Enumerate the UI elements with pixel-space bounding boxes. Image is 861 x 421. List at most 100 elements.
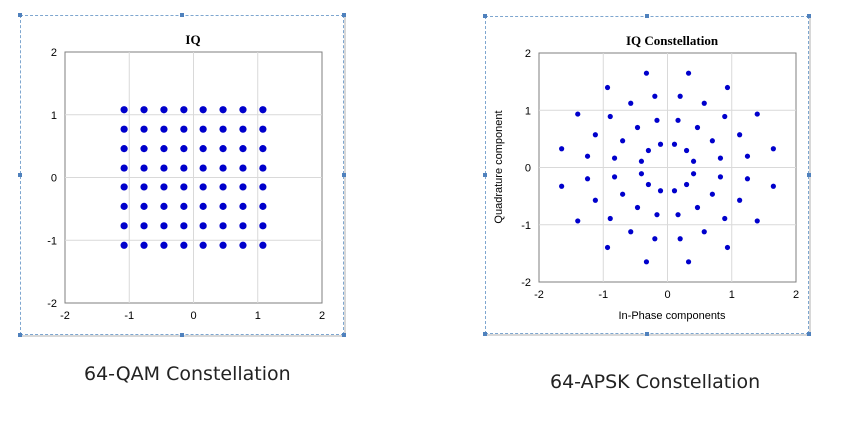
qam-data-point — [239, 164, 247, 172]
qam-data-point — [140, 164, 148, 172]
qam-data-point — [219, 125, 227, 133]
qam-data-point — [120, 222, 128, 230]
apsk-data-point — [638, 171, 645, 177]
qam-data-point — [120, 125, 128, 133]
qam-data-point — [140, 106, 148, 114]
apsk-data-point — [737, 132, 743, 138]
qam-data-point — [199, 125, 207, 133]
apsk-points — [559, 70, 776, 265]
qam-y-tick-label: 0 — [51, 173, 57, 185]
qam-data-point — [259, 145, 267, 153]
qam-data-point — [120, 106, 128, 114]
apsk-tick-labels: -2 -1 0 1 2 -2 -1 0 1 2 — [521, 48, 799, 301]
apsk-data-point — [620, 191, 626, 197]
qam-data-point — [180, 202, 188, 210]
apsk-data-point — [675, 212, 681, 218]
qam-data-point — [160, 164, 168, 172]
apsk-constellation-chart: IQ Constellation -2 -1 0 1 2 -2 -1 0 1 2 In-Phase… — [493, 33, 799, 322]
qam-points — [120, 106, 267, 249]
apsk-data-point — [654, 212, 660, 218]
apsk-data-point — [694, 204, 701, 211]
apsk-data-point — [685, 70, 692, 76]
apsk-data-point — [592, 197, 598, 203]
qam-data-point — [219, 222, 227, 230]
qam-data-point — [140, 202, 148, 210]
apsk-data-point — [694, 124, 701, 131]
qam-data-point — [180, 125, 188, 133]
apsk-data-point — [604, 244, 611, 251]
apsk-data-point — [701, 229, 707, 235]
apsk-x-tick-label: -2 — [534, 289, 544, 301]
apsk-data-point — [584, 153, 591, 159]
qam-data-point — [199, 222, 207, 230]
apsk-y-tick-label: 1 — [525, 105, 531, 117]
apsk-caption: 64-APSK Constellation — [550, 371, 761, 393]
qam-data-point — [180, 222, 188, 230]
qam-data-point — [140, 222, 148, 230]
apsk-data-point — [643, 70, 650, 76]
apsk-data-point — [654, 117, 660, 123]
apsk-data-point — [685, 259, 692, 265]
apsk-chart-title: IQ Constellation — [626, 33, 719, 48]
apsk-data-point — [559, 183, 565, 189]
qam-data-point — [120, 164, 128, 172]
apsk-data-point — [575, 111, 581, 117]
qam-data-point — [219, 241, 227, 249]
apsk-data-point — [722, 113, 728, 120]
apsk-data-point — [754, 218, 760, 224]
apsk-y-tick-label: -2 — [521, 277, 531, 289]
apsk-x-axis-label: In-Phase components — [618, 310, 726, 322]
qam-data-point — [259, 202, 267, 210]
apsk-data-point — [690, 158, 697, 164]
apsk-data-point — [638, 158, 645, 164]
apsk-data-point — [683, 181, 690, 188]
qam-y-tick-label: 2 — [51, 47, 57, 59]
apsk-data-point — [620, 138, 626, 144]
qam-data-point — [219, 164, 227, 172]
qam-data-point — [140, 241, 148, 249]
qam-data-point — [239, 222, 247, 230]
apsk-data-point — [770, 183, 776, 189]
apsk-data-point — [690, 171, 697, 177]
apsk-data-point — [645, 147, 652, 154]
qam-data-point — [199, 183, 207, 191]
apsk-data-point — [683, 147, 690, 154]
qam-data-point — [160, 202, 168, 210]
qam-data-point — [239, 125, 247, 133]
qam-x-tick-label: -1 — [124, 310, 134, 322]
qam-data-point — [120, 241, 128, 249]
apsk-data-point — [677, 93, 683, 99]
apsk-y-tick-label: -1 — [521, 220, 531, 232]
qam-data-point — [259, 125, 267, 133]
apsk-data-point — [652, 236, 658, 242]
qam-x-tick-label: 1 — [255, 310, 261, 322]
qam-grid — [64, 51, 323, 304]
qam-data-point — [180, 145, 188, 153]
qam-data-point — [259, 164, 267, 172]
qam-data-point — [160, 125, 168, 133]
apsk-data-point — [701, 100, 707, 106]
apsk-grid — [538, 52, 797, 283]
qam-data-point — [199, 241, 207, 249]
qam-data-point — [239, 183, 247, 191]
apsk-data-point — [737, 197, 743, 203]
apsk-data-point — [575, 218, 581, 224]
qam-data-point — [219, 106, 227, 114]
qam-data-point — [259, 222, 267, 230]
apsk-data-point — [628, 229, 634, 235]
qam-data-point — [259, 106, 267, 114]
qam-data-point — [219, 183, 227, 191]
apsk-data-point — [611, 174, 618, 180]
apsk-data-point — [628, 100, 634, 106]
apsk-data-point — [657, 141, 664, 147]
apsk-data-point — [709, 138, 715, 144]
qam-data-point — [160, 222, 168, 230]
apsk-data-point — [744, 153, 751, 159]
apsk-x-tick-label: 1 — [729, 289, 735, 301]
apsk-data-point — [559, 146, 565, 152]
qam-data-point — [160, 106, 168, 114]
qam-data-point — [259, 241, 267, 249]
qam-data-point — [259, 183, 267, 191]
qam-data-point — [199, 145, 207, 153]
qam-y-tick-label: -1 — [47, 235, 57, 247]
